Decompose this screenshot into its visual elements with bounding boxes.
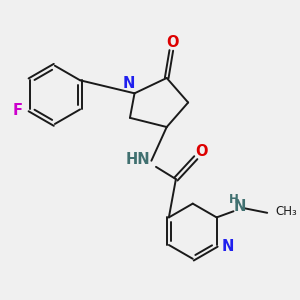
Text: H: H (229, 193, 239, 206)
Text: N: N (233, 199, 246, 214)
Text: CH₃: CH₃ (276, 205, 298, 218)
Text: N: N (221, 239, 233, 254)
Text: F: F (13, 103, 23, 118)
Text: O: O (167, 35, 179, 50)
Text: O: O (196, 144, 208, 159)
Text: N: N (123, 76, 135, 91)
Text: HN: HN (125, 152, 150, 167)
